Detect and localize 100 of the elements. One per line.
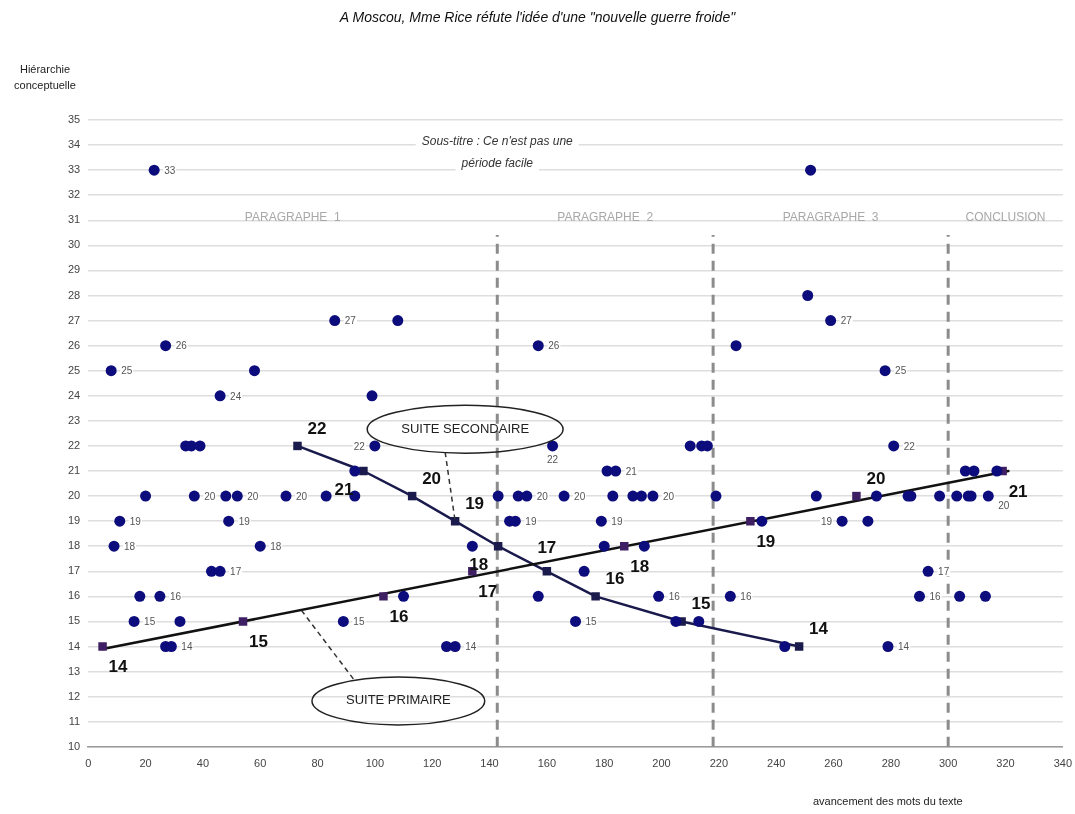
y-tick-label: 27	[67, 313, 81, 326]
data-label: 21	[625, 465, 638, 477]
x-tick-label: 100	[365, 757, 385, 770]
data-label: 16	[605, 569, 625, 589]
data-label: 16	[929, 591, 942, 603]
y-tick-label: 17	[67, 564, 81, 577]
y-tick-label: 11	[68, 714, 81, 727]
data-label: 26	[548, 340, 560, 352]
y-tick-label: 18	[67, 539, 81, 552]
data-label: 16	[169, 591, 182, 603]
point	[746, 516, 755, 526]
point	[238, 617, 248, 626]
data-label: 22	[903, 440, 916, 452]
point	[620, 541, 629, 551]
data-label: 21	[334, 479, 354, 499]
x-tick-label: 120	[423, 757, 442, 770]
annotation: SUITE PRIMAIRE	[345, 692, 452, 708]
y-tick-label: 32	[67, 188, 81, 201]
data-label: 16	[740, 591, 752, 603]
data-label: 17	[230, 566, 242, 578]
y-tick-label: 19	[67, 514, 81, 527]
y-tick-label: 22	[67, 438, 81, 451]
y-tick-label: 26	[67, 338, 81, 351]
y-tick-label: 34	[67, 138, 81, 151]
annotation: PARAGRAPHE 1	[244, 210, 341, 225]
data-label: 15	[585, 616, 598, 628]
x-tick-label: 340	[1053, 757, 1072, 770]
data-label: 20	[998, 499, 1010, 511]
data-label: 20	[662, 490, 675, 502]
data-label: 22	[353, 440, 366, 452]
x-tick-label: 80	[311, 757, 324, 770]
data-label: 22	[307, 418, 327, 438]
y-tick-label: 12	[67, 689, 81, 702]
y-tick-label: 15	[67, 614, 81, 627]
x-tick-label: 200	[652, 757, 671, 770]
data-label: 14	[465, 641, 477, 653]
point	[359, 466, 368, 476]
y-tick-label: 10	[67, 739, 81, 752]
annotation: SUITE SECONDAIRE	[401, 420, 530, 436]
x-tick-label: 140	[480, 757, 499, 770]
data-label: 16	[389, 607, 409, 627]
y-tick-label: 29	[67, 263, 81, 276]
y-tick-label: 24	[67, 388, 81, 401]
data-label: 19	[465, 493, 485, 513]
data-label: 16	[668, 591, 681, 603]
data-label: 14	[809, 619, 829, 639]
data-label: 20	[866, 468, 886, 488]
x-tick-label: 260	[824, 757, 843, 770]
data-label: 20	[574, 490, 586, 502]
data-label: 20	[536, 490, 549, 502]
y-tick-label: 30	[67, 238, 81, 251]
y-axis-title: Hiérarchie conceptuelle	[14, 63, 76, 92]
y-tick-label: 28	[67, 288, 81, 301]
data-label: 24	[230, 390, 242, 402]
y-tick-label: 21	[67, 464, 81, 477]
data-label: 27	[344, 315, 357, 327]
point	[293, 441, 302, 451]
data-label: 27	[840, 315, 853, 327]
data-label: 21	[1008, 481, 1028, 501]
data-label: 15	[353, 616, 365, 628]
y-tick-label: 23	[67, 413, 81, 426]
point	[794, 642, 804, 651]
data-label: 20	[204, 490, 216, 502]
y-tick-label: 13	[67, 664, 81, 677]
annotation: PARAGRAPHE 3	[782, 210, 879, 225]
data-label: 18	[124, 540, 136, 552]
point	[852, 491, 861, 501]
data-label: 14	[897, 641, 910, 653]
data-label: 19	[238, 515, 251, 527]
data-label: 14	[181, 641, 193, 653]
data-label: 19	[129, 515, 142, 527]
x-tick-label: 60	[254, 757, 267, 770]
data-label: 14	[108, 657, 129, 677]
data-label: 33	[164, 164, 176, 176]
data-label: 18	[630, 556, 650, 576]
point	[542, 567, 552, 576]
data-label: 19	[756, 531, 776, 551]
y-tick-label: 25	[67, 363, 81, 376]
data-label: 15	[249, 632, 268, 652]
data-label: 17	[478, 581, 498, 601]
data-label: 25	[895, 365, 907, 377]
data-label: 18	[270, 540, 282, 552]
data-label: 20	[422, 468, 442, 488]
data-label: 17	[938, 566, 950, 578]
data-label: 18	[469, 554, 489, 574]
y-tick-label: 16	[67, 589, 81, 602]
x-tick-label: 0	[85, 757, 92, 770]
x-tick-label: 280	[881, 757, 901, 770]
point	[98, 642, 107, 651]
y-tick-label: 20	[67, 489, 81, 502]
y-tick-label: 33	[67, 163, 81, 176]
data-label: 26	[175, 340, 188, 352]
y-tick-label: 31	[67, 213, 81, 226]
point	[591, 592, 600, 601]
x-tick-label: 220	[709, 757, 729, 770]
x-tick-label: 20	[139, 757, 152, 770]
x-axis-title: avancement des mots du texte	[812, 795, 963, 808]
chart-title: A Moscou, Mme Rice réfute l'idée d'une "nouvelle guerre froide"	[338, 8, 737, 25]
x-tick-label: 40	[196, 757, 210, 770]
x-tick-label: 300	[938, 757, 958, 770]
